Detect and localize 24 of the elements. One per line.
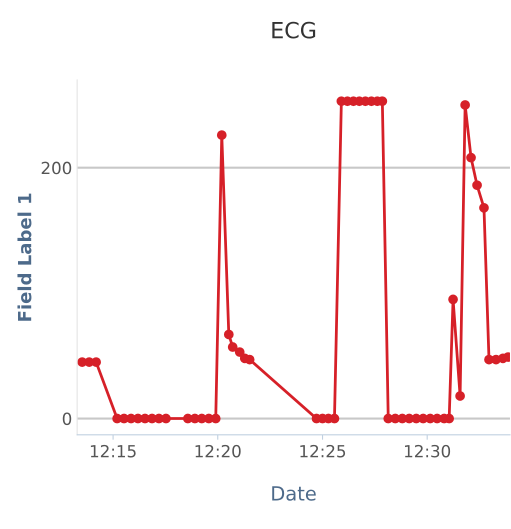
point: [161, 414, 171, 424]
point: [460, 100, 470, 110]
point: [448, 294, 458, 304]
x-tick-label: 12:30: [405, 444, 450, 458]
x-axis-title: Date: [272, 486, 316, 501]
point: [224, 330, 234, 340]
point: [244, 354, 255, 364]
point: [210, 414, 221, 424]
chart-title: ECG: [272, 22, 316, 39]
x-tick-label: 12:15: [90, 444, 136, 458]
point: [228, 342, 238, 352]
y-tick-label: 0: [62, 412, 72, 426]
point: [91, 357, 101, 367]
x-tick-label: 12:25: [300, 444, 346, 458]
y-axis-title: Field Label 1: [17, 194, 32, 321]
y-tick-label: 200: [42, 162, 72, 174]
point: [455, 391, 465, 401]
point: [472, 180, 482, 190]
point: [330, 414, 340, 424]
point: [479, 202, 489, 213]
point: [234, 347, 245, 357]
x-tick-label: 12:20: [196, 444, 241, 458]
point: [216, 130, 227, 140]
point: [466, 152, 476, 163]
